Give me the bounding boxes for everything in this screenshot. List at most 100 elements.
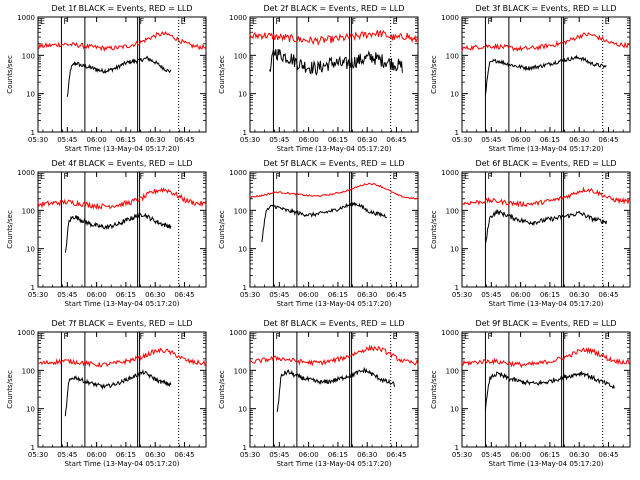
chart-panel-1: Det 1f BLACK = Events, RED = LLD 1 10 100 10…: [6, 4, 207, 153]
x-tick-label: 06:15: [328, 291, 348, 299]
events-series-line: [276, 366, 396, 412]
chart-panel-3: Det 3f BLACK = Events, RED = LLD 1 10 100 10…: [430, 4, 631, 153]
y-axis-label: Counts/sec: [218, 370, 226, 409]
y-tick-label: 1000: [17, 329, 35, 337]
y-tick-label: 10: [26, 246, 35, 254]
x-tick-label: 06:15: [328, 136, 348, 144]
x-tick-label: 06:15: [116, 136, 136, 144]
time-marker-label: E: [605, 17, 610, 26]
time-marker-label: F: [63, 172, 68, 181]
time-marker-label: E: [464, 17, 469, 26]
y-tick-label: 1000: [441, 169, 459, 177]
y-axis-label: Counts/sec: [6, 370, 14, 409]
lld-series-line: [249, 344, 419, 367]
y-axis-label: Counts/sec: [6, 210, 14, 249]
x-tick-label: 06:00: [511, 451, 531, 459]
x-tick-label: 05:45: [57, 136, 77, 144]
y-tick-label: 100: [446, 207, 459, 215]
y-tick-label: 1000: [17, 14, 35, 22]
time-marker-label: E: [181, 172, 186, 181]
x-tick-label: 06:30: [569, 451, 589, 459]
x-tick-label: 06:00: [87, 136, 107, 144]
y-tick-label: 1000: [17, 169, 35, 177]
x-tick-label: 06:30: [569, 136, 589, 144]
y-tick-label: 1: [31, 444, 35, 452]
time-marker-label: F: [140, 17, 145, 26]
time-marker-label: E: [40, 17, 45, 26]
plot-frame: [249, 331, 419, 448]
time-marker-label: E: [605, 332, 610, 341]
x-tick-label: 06:45: [174, 291, 194, 299]
time-marker-label: F: [352, 332, 357, 341]
events-series-line: [64, 212, 172, 253]
chart-panel-8: Det 8f BLACK = Events, RED = LLD 1 10 100 10…: [218, 319, 419, 468]
y-tick-label: 10: [450, 246, 459, 254]
time-marker-label: E: [252, 172, 257, 181]
x-tick-label: 06:00: [299, 136, 319, 144]
time-marker-label: E: [181, 17, 186, 26]
x-tick-label: 05:45: [269, 136, 289, 144]
y-tick-label: 1: [243, 129, 247, 137]
y-tick-label: 100: [22, 52, 35, 60]
lld-series-line: [37, 347, 207, 368]
y-tick-label: 1: [31, 129, 35, 137]
y-axis-label: Counts/sec: [430, 55, 438, 94]
x-tick-label: 05:30: [452, 291, 472, 299]
x-tick-label: 06:45: [386, 291, 406, 299]
chart-panel-7: Det 7f BLACK = Events, RED = LLD 1 10 100 10…: [6, 319, 207, 468]
y-tick-label: 1: [31, 284, 35, 292]
lld-series-line: [461, 186, 631, 208]
x-tick-label: 06:45: [598, 136, 618, 144]
y-tick-label: 10: [450, 91, 459, 99]
chart-title: Det 1f BLACK = Events, RED = LLD: [51, 4, 192, 13]
time-marker-label: F: [564, 332, 569, 341]
x-tick-label: 05:45: [57, 451, 77, 459]
x-tick-label: 06:00: [511, 291, 531, 299]
events-series-line: [64, 369, 172, 417]
y-tick-label: 10: [26, 406, 35, 414]
x-tick-label: 05:45: [269, 291, 289, 299]
x-tick-label: 06:15: [328, 451, 348, 459]
x-tick-label: 05:30: [452, 451, 472, 459]
x-tick-label: 05:45: [57, 291, 77, 299]
time-marker-label: F: [63, 17, 68, 26]
chart-title: Det 3f BLACK = Events, RED = LLD: [475, 4, 616, 13]
plot-frame: [37, 16, 207, 133]
x-tick-label: 06:45: [174, 136, 194, 144]
x-tick-label: 06:00: [87, 451, 107, 459]
plot-frame: [249, 171, 419, 288]
x-tick-label: 05:45: [481, 136, 501, 144]
x-tick-label: 06:15: [540, 291, 560, 299]
chart-panel-5: Det 5f BLACK = Events, RED = LLD 1 10 100 10…: [218, 159, 419, 308]
events-series-line: [261, 201, 387, 243]
time-marker-label: F: [275, 172, 280, 181]
x-tick-label: 05:30: [28, 136, 48, 144]
x-tick-label: 05:30: [28, 451, 48, 459]
x-tick-label: 06:30: [145, 291, 165, 299]
x-tick-label: 06:15: [116, 451, 136, 459]
y-tick-label: 1000: [441, 329, 459, 337]
plot-frame: [461, 331, 631, 448]
y-tick-label: 1: [455, 129, 459, 137]
y-tick-label: 1: [455, 284, 459, 292]
lld-series-line: [37, 31, 207, 52]
x-tick-label: 06:15: [540, 136, 560, 144]
y-tick-label: 10: [238, 91, 247, 99]
events-series-line: [484, 370, 615, 411]
time-marker-label: F: [487, 172, 492, 181]
time-marker-label: E: [393, 17, 398, 26]
time-marker-label: E: [464, 172, 469, 181]
x-tick-label: 05:45: [481, 451, 501, 459]
plot-frame: [37, 171, 207, 288]
time-marker-label: E: [393, 332, 398, 341]
chart-panel-9: Det 9f BLACK = Events, RED = LLD 1 10 100 10…: [430, 319, 631, 468]
y-tick-label: 1000: [229, 329, 247, 337]
chart-panel-6: Det 6f BLACK = Events, RED = LLD 1 10 100 10…: [430, 159, 631, 308]
x-axis-label: Start Time (13-May-04 05:17:20): [276, 145, 391, 153]
x-tick-label: 06:15: [540, 451, 560, 459]
y-axis-label: Counts/sec: [430, 370, 438, 409]
time-marker-label: F: [140, 172, 145, 181]
time-marker-label: F: [487, 332, 492, 341]
time-marker-label: F: [275, 17, 280, 26]
chart-title: Det 8f BLACK = Events, RED = LLD: [263, 319, 404, 328]
